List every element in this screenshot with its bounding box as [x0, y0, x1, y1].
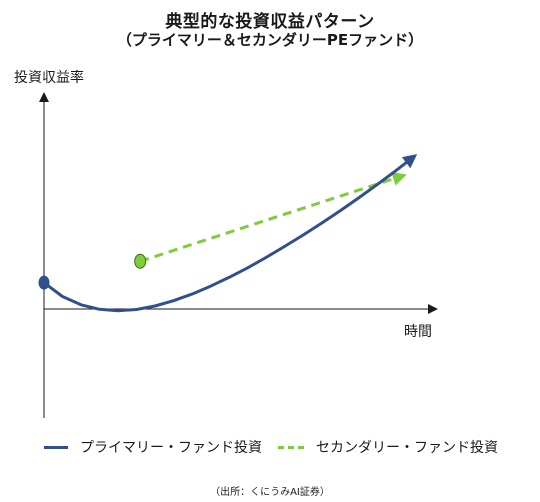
legend-item-secondary: セカンダリー・ファンド投資	[278, 437, 498, 457]
source-note: （出所：くにうみAI証券）	[210, 487, 330, 498]
y-axis-label: 投資収益率	[14, 69, 84, 86]
primary-start-point	[38, 275, 50, 290]
secondary-fund-line	[139, 172, 407, 263]
secondary-start-point	[134, 253, 147, 269]
chart-subtitle: （プライマリー＆セカンダリーPEファンド）	[116, 31, 424, 49]
legend-swatch-primary	[44, 445, 68, 449]
legend-item-primary: プライマリー・ファンド投資	[44, 437, 262, 457]
legend-label-primary: プライマリー・ファンド投資	[80, 440, 262, 456]
x-axis-label: 時間	[404, 324, 432, 340]
legend-swatch-secondary	[278, 445, 304, 449]
chart-title: 典型的な投資収益パターン	[165, 12, 375, 32]
primary-fund-line	[43, 154, 418, 313]
legend-label-secondary: セカンダリー・ファンド投資	[316, 440, 498, 456]
chart-canvas: 投資収益率 時間	[14, 69, 438, 418]
